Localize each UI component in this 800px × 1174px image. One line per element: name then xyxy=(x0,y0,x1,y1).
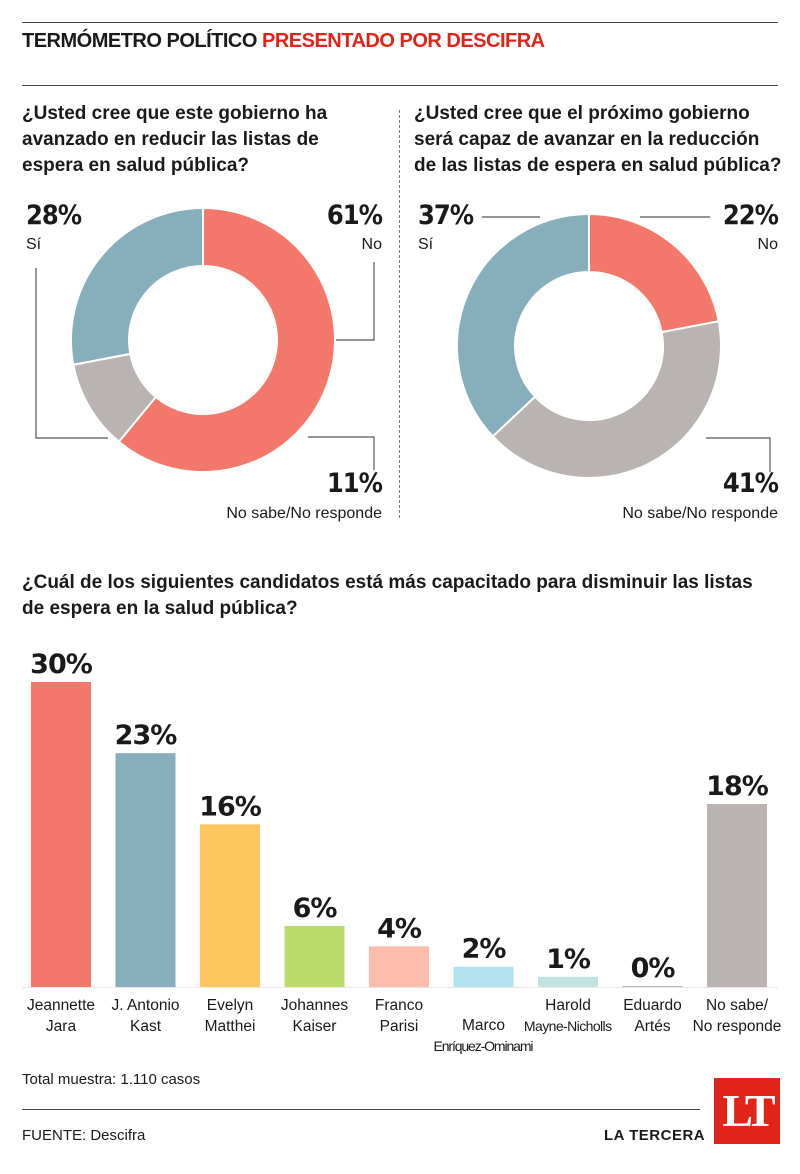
source-text: FUENTE: Descifra xyxy=(22,1127,146,1144)
bar-category-label-eduardo-artes: Eduardo xyxy=(623,997,682,1014)
bar-category-label-jeannette-jara: Jara xyxy=(46,1018,77,1035)
bar-value-label-jeannette-jara: 30% xyxy=(30,649,93,680)
donut1-slice-si xyxy=(70,206,204,366)
donut2-no-label: No xyxy=(757,236,778,253)
donut1-si-leader xyxy=(35,268,108,439)
bar-marco-enriquez-ominami xyxy=(453,966,514,987)
donut2-nsnr-label: No sabe/No responde xyxy=(622,505,778,522)
top-rule xyxy=(22,22,778,23)
bar-value-label-marco-enriquez-ominami: 2% xyxy=(462,934,507,965)
bar-category-label-jeannette-jara: Jeannette xyxy=(27,997,95,1014)
bar-category-label-marco-enriquez-ominami: Marco xyxy=(462,1017,505,1034)
bar-eduardo-artes xyxy=(622,986,683,987)
donut1-nsnr-pct: 11% xyxy=(326,468,383,499)
donut2-no-pct: 22% xyxy=(722,200,779,231)
bar-category-label-harold-mayne-nicholls: Harold xyxy=(545,997,591,1014)
bar-category-label-harold-mayne-nicholls: Mayne-Nicholls xyxy=(524,1018,612,1034)
bar-category-label-j-antonio-kast: Kast xyxy=(130,1018,162,1035)
question-2: ¿Usted cree que el próximo gobierno será… xyxy=(414,103,782,176)
bar-value-label-franco-parisi: 4% xyxy=(377,913,422,944)
bar-category-label-franco-parisi: Franco xyxy=(375,997,423,1014)
donut1-no-label: No xyxy=(361,236,382,253)
header-title: TERMÓMETRO POLÍTICO PRESENTADO POR DESCI… xyxy=(22,30,545,53)
bar-category-label-no-sabe-no-responde: No responde xyxy=(693,1018,782,1035)
bar-value-label-johannes-kaiser: 6% xyxy=(293,893,338,924)
bar-category-label-no-sabe-no-responde: No sabe/ xyxy=(706,997,769,1014)
donut2-si-label: Sí xyxy=(418,236,434,253)
bar-category-label-johannes-kaiser: Kaiser xyxy=(293,1018,337,1035)
bar-category-label-marco-enriquez-ominami: Enríquez-Ominami xyxy=(434,1038,534,1054)
donut1-no-pct: 61% xyxy=(326,200,383,231)
footer-rule xyxy=(22,1109,700,1110)
donut1-no-leader xyxy=(336,262,375,341)
donut2-slice-si xyxy=(456,212,590,438)
donut-chart-current-government xyxy=(70,206,336,473)
header-rule xyxy=(22,85,778,86)
donut2-nsnr-pct: 41% xyxy=(722,468,779,499)
bar-franco-parisi xyxy=(369,946,429,987)
bar-category-label-evelyn-matthei: Evelyn xyxy=(207,997,254,1014)
bar-category-label-eduardo-artes: Artés xyxy=(634,1018,670,1035)
header-main-title: TERMÓMETRO POLÍTICO xyxy=(22,30,257,52)
donut2-si-pct: 37% xyxy=(418,200,474,231)
bar-value-label-no-sabe-no-responde: 18% xyxy=(706,771,769,802)
la-tercera-logo: LT xyxy=(714,1078,780,1144)
donut1-nsnr-leader xyxy=(308,436,375,470)
bar-value-label-harold-mayne-nicholls: 1% xyxy=(546,944,591,975)
question-1: ¿Usted cree que este gobierno ha avanzad… xyxy=(22,103,328,176)
bar-category-label-evelyn-matthei: Matthei xyxy=(205,1018,256,1035)
bar-value-label-eduardo-artes: 0% xyxy=(631,953,676,984)
bar-harold-mayne-nicholls xyxy=(538,976,598,987)
bar-evelyn-matthei xyxy=(200,824,260,987)
donut2-slice-no-sabe-no-responde xyxy=(491,320,722,479)
bar-category-label-j-antonio-kast: J. Antonio xyxy=(111,997,179,1014)
sample-size: Total muestra: 1.110 casos xyxy=(22,1071,201,1088)
bar-no-sabe-no-responde xyxy=(707,804,767,987)
header-sponsor: PRESENTADO POR DESCIFRA xyxy=(262,30,545,52)
bar-category-label-johannes-kaiser: Johannes xyxy=(281,997,348,1014)
bar-jeannette-jara xyxy=(31,682,91,987)
bar-chart-candidates: 30% Jeannette Jara 23% J. Antonio Kast 16% Evel… xyxy=(22,649,781,1054)
donut2-slice-no xyxy=(588,212,720,334)
donut-leader-lines xyxy=(35,216,771,472)
bar-category-label-franco-parisi: Parisi xyxy=(380,1018,419,1035)
donut2-nsnr-leader xyxy=(706,437,771,472)
donut-chart-next-government xyxy=(456,212,722,479)
bar-value-label-j-antonio-kast: 23% xyxy=(115,720,178,751)
bar-j-antonio-kast xyxy=(115,753,176,987)
donut1-slice-no xyxy=(117,206,336,473)
donut1-si-pct: 28% xyxy=(26,200,82,231)
bar-value-label-evelyn-matthei: 16% xyxy=(199,791,262,822)
donut1-si-label: Sí xyxy=(26,236,42,253)
donut1-nsnr-label: No sabe/No responde xyxy=(226,505,382,522)
brand-name: LA TERCERA xyxy=(604,1127,706,1144)
column-divider xyxy=(399,110,400,518)
question-3: ¿Cuál de los siguientes candidatos está … xyxy=(22,572,753,619)
bar-johannes-kaiser xyxy=(284,926,345,987)
